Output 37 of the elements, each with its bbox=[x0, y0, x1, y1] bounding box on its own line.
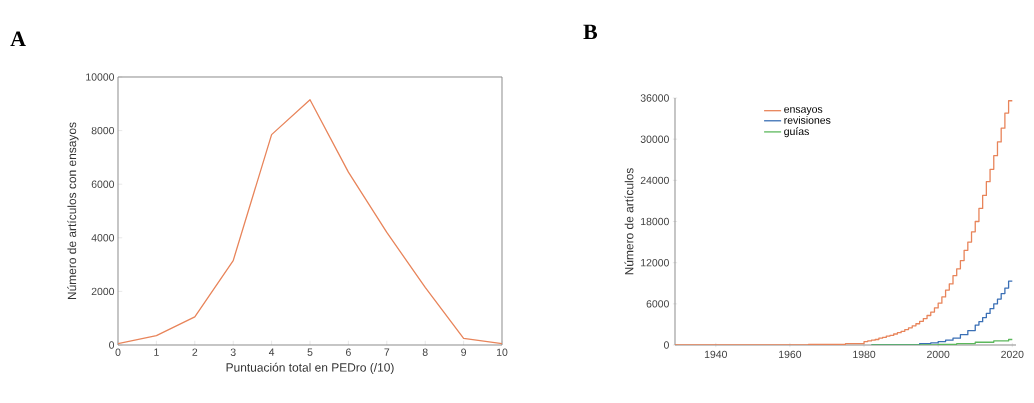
legend-label: guías bbox=[784, 127, 809, 138]
y-tick-label: 36000 bbox=[640, 94, 669, 102]
x-tick-label: 8 bbox=[422, 348, 428, 356]
legend-label: revisiones bbox=[784, 116, 831, 124]
x-tick-label: 0 bbox=[115, 348, 121, 356]
x-tick-label: 3 bbox=[230, 348, 236, 356]
x-tick-label: 5 bbox=[307, 348, 313, 356]
y-tick-label: 18000 bbox=[641, 217, 669, 226]
y-tick-label: 12000 bbox=[641, 258, 669, 267]
x-tick-label: 9 bbox=[461, 348, 467, 356]
y-tick-label: 2000 bbox=[91, 287, 115, 296]
y-tick-label: 6000 bbox=[646, 300, 669, 308]
chart-title: B bbox=[583, 24, 598, 40]
y-axis-title: Número de artículos bbox=[624, 168, 634, 275]
y-tick-label: 10000 bbox=[86, 73, 115, 81]
y-tick-label: 4000 bbox=[91, 234, 115, 242]
y-tick-label: 6000 bbox=[91, 180, 115, 188]
chart-title: A bbox=[10, 31, 26, 47]
x-tick-label: 1 bbox=[154, 348, 159, 356]
y-tick-label: 30000 bbox=[640, 135, 669, 143]
y-tick-label: 0 bbox=[109, 341, 115, 349]
x-tick-label: 1940 bbox=[704, 350, 727, 359]
x-tick-label: 2 bbox=[192, 348, 198, 356]
x-tick-label: 2020 bbox=[1001, 350, 1024, 359]
y-tick-label: 8000 bbox=[91, 126, 115, 135]
legend-label: ensayos bbox=[784, 107, 823, 115]
x-axis-title: Puntuación total en PEDro (/10) bbox=[226, 362, 394, 375]
y-tick-label: 0 bbox=[663, 341, 669, 349]
x-tick-label: 7 bbox=[384, 348, 390, 356]
x-tick-label: 6 bbox=[346, 348, 351, 356]
y-axis-title: Número de artículos con ensayos bbox=[67, 122, 79, 300]
x-tick-label: 2000 bbox=[927, 350, 950, 359]
x-tick-label: 10 bbox=[496, 348, 508, 356]
x-tick-label: 4 bbox=[268, 348, 275, 356]
y-tick-label: 24000 bbox=[640, 176, 669, 185]
x-tick-label: 1980 bbox=[853, 350, 876, 359]
x-tick-label: 1960 bbox=[779, 350, 802, 359]
